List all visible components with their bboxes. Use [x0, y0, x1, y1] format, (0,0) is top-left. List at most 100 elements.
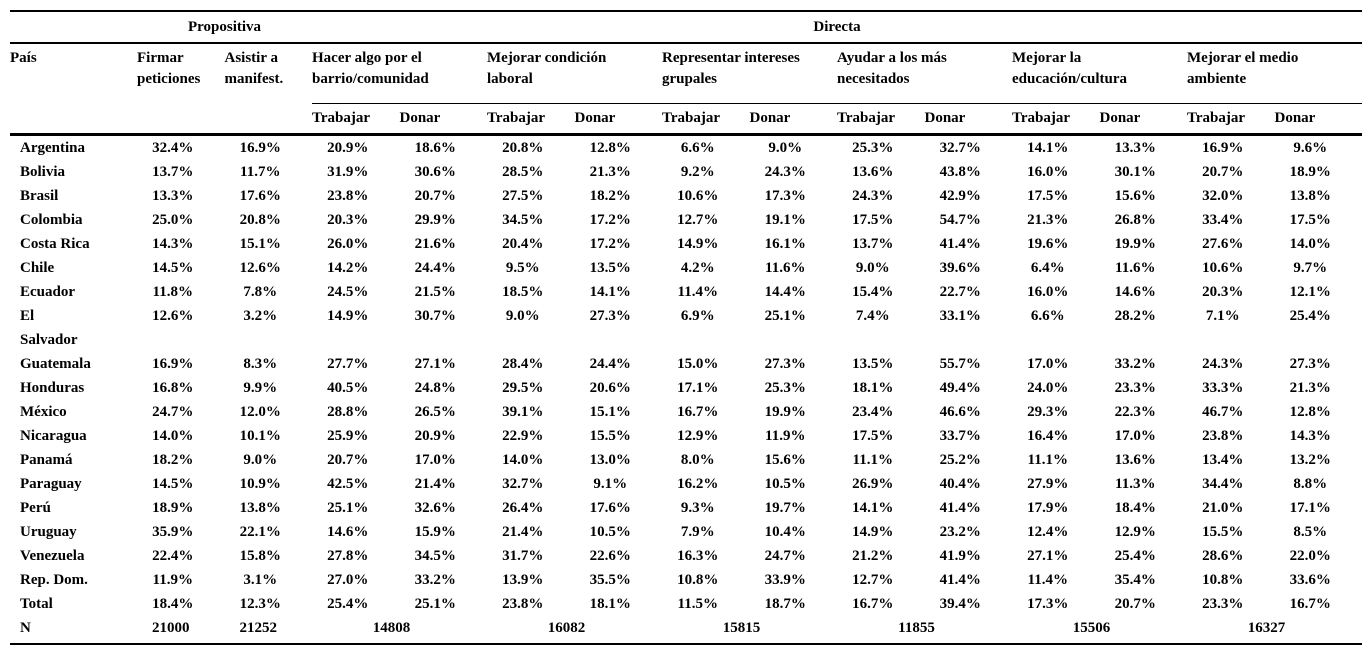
category-header-intereses-grupales: Representar intereses grupales [662, 43, 837, 104]
value-cell: 17.5% [852, 428, 894, 444]
value-cell: 18.4% [1114, 500, 1156, 516]
value-cell: 39.6% [939, 260, 981, 276]
value-cell: 24.7% [764, 548, 806, 564]
value-cell: 32.4% [152, 140, 194, 156]
value-cell: 12.8% [1289, 404, 1331, 420]
value-cell: 11.9% [152, 572, 193, 588]
value-cell: 16.0% [1027, 164, 1069, 180]
value-cell: 14.0% [152, 428, 194, 444]
value-cell: 13.8% [239, 500, 281, 516]
value-cell: 46.7% [1202, 404, 1244, 420]
value-cell: 10.5% [764, 476, 806, 492]
value-cell: 20.7% [414, 188, 456, 204]
value-cell: 16.3% [677, 548, 719, 564]
value-cell: 20.7% [327, 452, 369, 468]
group-header-row: Propositiva Directa [10, 11, 1362, 44]
value-cell: 23.4% [852, 404, 894, 420]
value-cell: 15.6% [764, 452, 806, 468]
value-cell: 28.6% [1202, 548, 1244, 564]
value-cell: 28.8% [327, 404, 369, 420]
value-cell: 17.1% [677, 380, 719, 396]
value-cell: 26.8% [1114, 212, 1156, 228]
n-value-cell: 14808 [312, 616, 487, 645]
value-cell: 33.9% [764, 572, 806, 588]
table-row: Panamá 18.2% 9.0% 20.7% 17.0% 14.0% 13.0% 8.0% 1… [10, 448, 1362, 472]
table-row: Paraguay 14.5% 10.9% 42.5% 21.4% 32.7% 9.1% 16.… [10, 472, 1362, 496]
value-cell: 29.5% [502, 380, 544, 396]
col-header-asistir-manifest: Asistir a manifest. [224, 43, 312, 136]
value-cell: 13.5% [852, 356, 894, 372]
value-cell: 26.9% [852, 476, 894, 492]
value-cell: 24.4% [589, 356, 631, 372]
value-cell: 29.3% [1027, 404, 1069, 420]
value-cell: 9.6% [1293, 140, 1328, 156]
value-cell: 23.2% [939, 524, 981, 540]
value-cell: 9.3% [680, 500, 715, 516]
value-cell: 12.4% [1027, 524, 1069, 540]
value-cell: 25.2% [939, 452, 981, 468]
value-cell: 16.1% [764, 236, 806, 252]
n-row-label: N [10, 616, 137, 645]
value-cell: 27.1% [414, 356, 456, 372]
country-cell: Argentina [20, 140, 85, 156]
value-cell: 18.1% [589, 596, 631, 612]
value-cell: 14.0% [502, 452, 544, 468]
value-cell: 9.0% [243, 452, 278, 468]
value-cell: 27.6% [1202, 236, 1244, 252]
value-cell: 21.3% [589, 164, 631, 180]
value-cell: 23.8% [502, 596, 544, 612]
country-cell: Ecuador [20, 284, 76, 300]
value-cell: 11.8% [152, 284, 193, 300]
value-cell: 8.8% [1293, 476, 1328, 492]
value-cell: 14.3% [1289, 428, 1331, 444]
value-cell: 24.4% [414, 260, 456, 276]
value-cell: 15.1% [239, 236, 281, 252]
value-cell: 30.1% [1114, 164, 1156, 180]
n-value-cell: 16082 [487, 616, 662, 645]
value-cell: 15.6% [1114, 188, 1156, 204]
value-cell: 21.6% [414, 236, 456, 252]
value-cell: 32.0% [1202, 188, 1244, 204]
value-cell: 14.3% [152, 236, 194, 252]
value-cell: 35.4% [1114, 572, 1156, 588]
country-cell: Brasil [20, 188, 59, 204]
value-cell: 17.3% [1027, 596, 1069, 612]
value-cell: 34.5% [502, 212, 544, 228]
value-cell: 9.2% [680, 164, 715, 180]
subcol-header-trabajar: Trabajar [487, 103, 575, 136]
value-cell: 14.4% [764, 284, 806, 300]
n-value-cell: 15506 [1012, 616, 1187, 645]
table-row: Honduras 16.8% 9.9% 40.5% 24.8% 29.5% 20.6% 17.… [10, 376, 1362, 400]
value-cell: 17.1% [1289, 500, 1331, 516]
n-value-cell: 11855 [837, 616, 1012, 645]
value-cell: 20.3% [327, 212, 369, 228]
value-cell: 14.1% [852, 500, 894, 516]
table-body: Argentina 32.4% 16.9% 20.9% 18.6% 20.8% 12.8% 6… [10, 135, 1362, 645]
country-cell: Costa Rica [20, 236, 90, 252]
value-cell: 42.9% [939, 188, 981, 204]
value-cell: 14.0% [1289, 236, 1331, 252]
subcol-header-donar: Donar [574, 103, 662, 136]
value-cell: 7.8% [243, 284, 278, 300]
value-cell: 16.9% [239, 140, 281, 156]
value-cell: 16.4% [1027, 428, 1069, 444]
value-cell: 19.1% [764, 212, 806, 228]
value-cell: 25.3% [764, 380, 806, 396]
value-cell: 30.7% [414, 308, 456, 324]
country-cell: Nicaragua [20, 428, 87, 444]
value-cell: 20.3% [1202, 284, 1244, 300]
value-cell: 14.1% [1027, 140, 1069, 156]
value-cell: 6.6% [1030, 308, 1065, 324]
value-cell: 13.7% [852, 236, 894, 252]
value-cell: 9.0% [855, 260, 890, 276]
value-cell: 21.3% [1289, 380, 1331, 396]
value-cell: 24.3% [852, 188, 894, 204]
value-cell: 30.6% [414, 164, 456, 180]
value-cell: 41.4% [939, 572, 981, 588]
value-cell: 18.5% [502, 284, 544, 300]
value-cell: 40.4% [939, 476, 981, 492]
table-row: Guatemala 16.9% 8.3% 27.7% 27.1% 28.4% 24.4% 15… [10, 352, 1362, 376]
value-cell: 22.4% [152, 548, 194, 564]
value-cell: 25.0% [152, 212, 194, 228]
value-cell: 29.9% [414, 212, 456, 228]
